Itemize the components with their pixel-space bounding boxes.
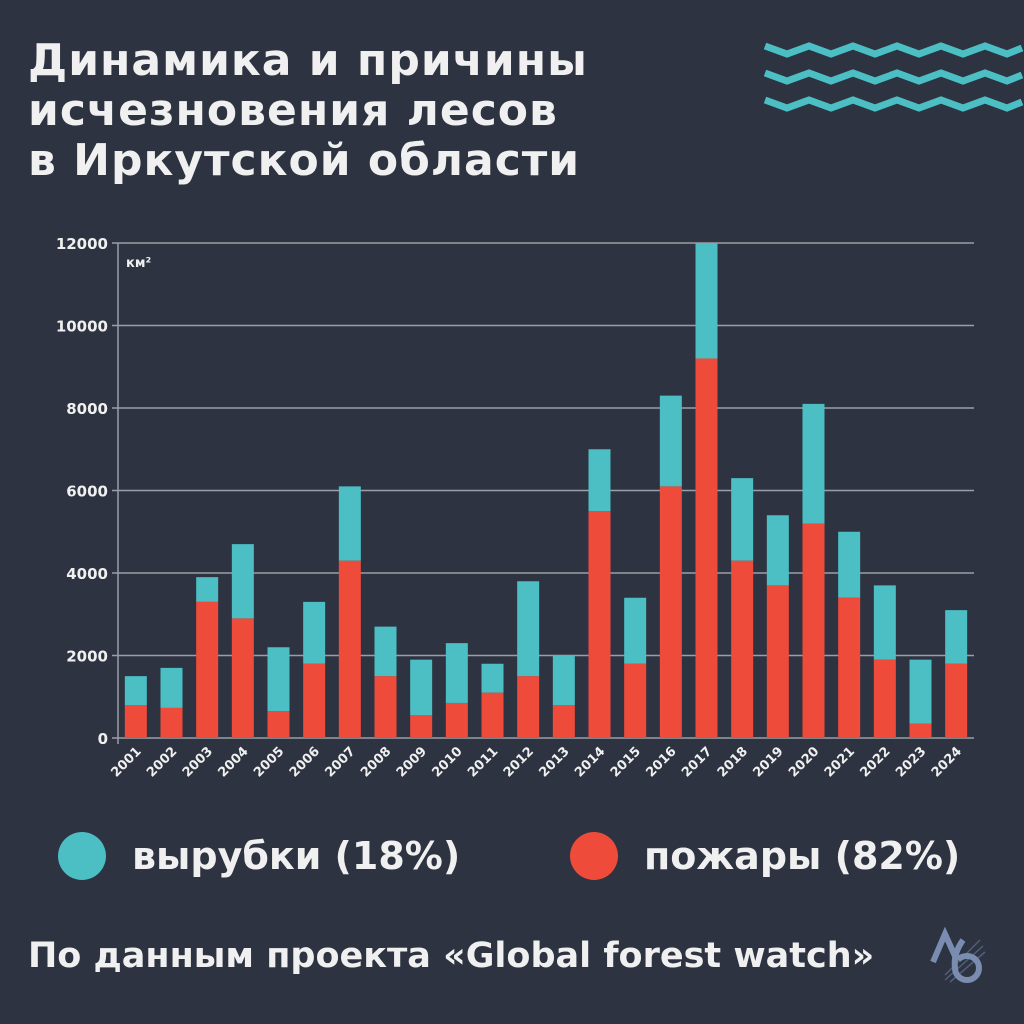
bar-fires (802, 523, 825, 738)
x-tick-label: 2020 (786, 744, 822, 780)
bar-logging (303, 601, 326, 664)
x-tick-label: 2010 (429, 744, 465, 780)
legend-item-logging: вырубки (18%) (58, 832, 460, 880)
bar-fires (445, 702, 468, 738)
bar-fires (410, 715, 433, 738)
bar-fires (267, 711, 290, 738)
x-tick-label: 2009 (394, 744, 430, 780)
legend-swatch-fires (570, 832, 618, 880)
bar-logging (838, 531, 861, 598)
bar-logging (766, 515, 789, 586)
publisher-logo-icon (930, 926, 986, 983)
bar-logging (517, 581, 540, 677)
x-tick-label: 2004 (215, 744, 251, 780)
bar-logging (267, 647, 290, 712)
bar-logging (338, 486, 361, 561)
bar-logging (552, 655, 575, 705)
x-tick-label: 2016 (643, 744, 679, 780)
bar-fires (731, 560, 754, 738)
bar-logging (374, 626, 397, 677)
bar-logging (945, 610, 968, 664)
bar-logging (909, 659, 932, 724)
bar-logging (695, 243, 718, 359)
x-tick-label: 2011 (465, 744, 501, 780)
bar-logging (196, 577, 219, 602)
x-tick-label: 2022 (857, 744, 893, 780)
legend-item-fires: пожары (82%) (570, 832, 960, 880)
bar-logging (588, 449, 611, 512)
x-tick-label: 2006 (287, 744, 323, 780)
y-tick-label: 2000 (66, 648, 108, 666)
y-tick-label: 6000 (66, 483, 108, 501)
x-tick-label: 2002 (144, 744, 180, 780)
legend-label-logging: вырубки (18%) (132, 834, 461, 878)
bar-logging (231, 544, 254, 619)
x-tick-label: 2008 (358, 744, 394, 780)
bar-fires (517, 676, 540, 738)
wave-decoration-icon (763, 42, 1024, 112)
bar-fires (695, 358, 718, 738)
bar-fires (552, 705, 575, 738)
y-tick-label: 0 (98, 730, 108, 748)
bar-fires (196, 601, 219, 738)
bar-fires (303, 663, 326, 738)
x-tick-label: 2012 (501, 744, 537, 780)
bar-logging (124, 676, 147, 705)
source-note: По данным проекта «Global forest watch» (28, 936, 875, 976)
bar-fires (659, 486, 682, 738)
x-tick-label: 2018 (715, 744, 751, 780)
bar-fires (481, 692, 504, 738)
bar-fires (624, 663, 647, 738)
bar-fires (588, 511, 611, 738)
bar-fires (873, 659, 896, 738)
bar-fires (374, 676, 397, 738)
bar-logging (160, 667, 183, 708)
bar-fires (231, 618, 254, 738)
legend-swatch-logging (58, 832, 106, 880)
y-tick-label: 8000 (66, 400, 108, 418)
bar-logging (802, 403, 825, 524)
y-tick-label: 12000 (56, 235, 108, 253)
bar-logging (624, 597, 647, 664)
bar-fires (909, 723, 932, 738)
x-tick-label: 2001 (108, 744, 144, 780)
bar-logging (659, 395, 682, 487)
chart-title: Динамика и причины исчезновения лесов в … (28, 35, 588, 186)
legend-label-fires: пожары (82%) (644, 834, 961, 878)
x-tick-label: 2024 (929, 744, 965, 780)
x-tick-label: 2007 (322, 744, 358, 780)
x-tick-label: 2017 (679, 744, 715, 780)
x-tick-label: 2003 (180, 744, 216, 780)
bar-logging (731, 478, 754, 561)
x-tick-label: 2015 (608, 744, 644, 780)
bar-fires (766, 585, 789, 738)
bar-logging (481, 663, 504, 693)
x-tick-label: 2019 (750, 744, 786, 780)
bar-fires (838, 597, 861, 738)
bar-fires (160, 707, 183, 738)
bar-logging (873, 585, 896, 660)
y-axis-unit: км² (126, 256, 151, 271)
bar-fires (945, 663, 968, 738)
y-tick-label: 10000 (56, 318, 108, 336)
x-tick-label: 2013 (536, 744, 572, 780)
bar-logging (410, 659, 433, 716)
bar-fires (124, 705, 147, 738)
x-tick-label: 2014 (572, 744, 608, 780)
y-tick-label: 4000 (66, 565, 108, 583)
bar-logging (445, 643, 468, 703)
x-tick-label: 2023 (893, 744, 929, 780)
x-tick-label: 2005 (251, 744, 287, 780)
x-tick-label: 2021 (822, 744, 858, 780)
bar-fires (338, 560, 361, 738)
